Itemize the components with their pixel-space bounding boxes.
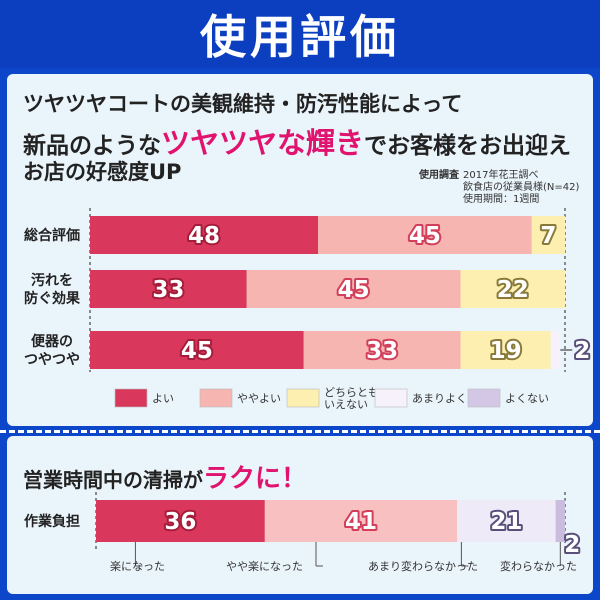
value-label: 45 <box>409 223 441 249</box>
value-label: 33 <box>366 338 398 364</box>
category-label: 汚れを防ぐ効果 <box>24 272 81 307</box>
legend-label: よくない <box>505 392 549 405</box>
legend-label: どちらともいえない <box>324 386 379 411</box>
bar-segment <box>460 270 565 308</box>
legend-label: よい <box>152 392 174 405</box>
workload-heading-pre: 営業時間中の清掃が <box>23 468 203 492</box>
callout-label: やや楽になった <box>226 560 303 573</box>
category-label: 作業負担 <box>24 513 80 530</box>
bar-segment <box>303 331 461 369</box>
headline-line-2: 新品のようなツヤツヤな輝きでお客様をお出迎え <box>23 120 571 162</box>
callout-label: 楽になった <box>110 560 165 573</box>
headline-line-3: お店の好感度UP <box>23 160 182 184</box>
value-label: 45 <box>338 277 370 303</box>
bar-segment <box>96 500 265 542</box>
legend-swatch <box>114 388 148 408</box>
bar-segment <box>246 270 461 308</box>
callout-label: 変わらなかった <box>500 559 577 573</box>
value-label: 45 <box>181 338 213 364</box>
callout-label: あまり変わらなかった <box>368 559 478 573</box>
survey-line: 飲食店の従業員様(N=42) <box>463 182 580 193</box>
bar-segment <box>90 270 247 308</box>
value-label: 2 <box>574 338 590 364</box>
bar-segment <box>318 216 532 254</box>
survey-line: 使用期間：1週間 <box>463 194 540 205</box>
workload-heading: 営業時間中の清掃がラクに！ <box>23 458 307 495</box>
legend-swatch <box>374 388 408 408</box>
legend-swatch <box>286 388 320 408</box>
survey-line: 2017年花王調べ <box>463 170 539 181</box>
bar-segment <box>264 500 458 542</box>
bar-segment <box>531 216 565 254</box>
headline-line-2-pre: 新品のような <box>23 133 161 159</box>
value-label: 2 <box>564 532 580 558</box>
survey-details: 2017年花王調べ 飲食店の従業員様(N=42) 使用期間：1週間 <box>463 170 579 206</box>
headline-line-2-accent: ツヤツヤな輝き <box>161 126 365 160</box>
survey-heading: 使用調査 <box>419 170 459 181</box>
category-label: 総合評価 <box>24 227 80 244</box>
bar-segment <box>555 500 565 542</box>
workload-heading-accent: ラクに！ <box>203 464 308 494</box>
dashed-separator <box>0 430 600 433</box>
bar-segment <box>460 331 551 369</box>
page-title: 使用評価 <box>200 10 400 64</box>
value-label: 7 <box>540 223 556 249</box>
value-label: 19 <box>490 338 522 364</box>
survey-info: 使用調査 2017年花王調べ 飲食店の従業員様(N=42) 使用期間：1週間 <box>419 170 579 206</box>
title-banner: 使用評価 <box>0 0 600 68</box>
value-label: 41 <box>345 509 377 535</box>
legend-swatch <box>467 388 501 408</box>
value-label: 22 <box>497 277 529 303</box>
value-label: 33 <box>152 277 184 303</box>
bar-segment <box>90 331 304 369</box>
bar-segment <box>90 216 318 254</box>
legend-swatch <box>199 388 233 408</box>
value-label: 21 <box>490 509 522 535</box>
headline-line-1: ツヤツヤコートの美観維持・防汚性能によって <box>23 92 463 116</box>
legend-label: ややよい <box>237 392 281 405</box>
value-label: 36 <box>164 509 196 535</box>
bar-segment <box>457 500 556 542</box>
bar-segment <box>550 331 561 369</box>
headline-line-2-post: でお客様をお出迎え <box>364 133 572 159</box>
category-label: 便器のつやつや <box>24 333 80 368</box>
value-label: 48 <box>188 223 220 249</box>
